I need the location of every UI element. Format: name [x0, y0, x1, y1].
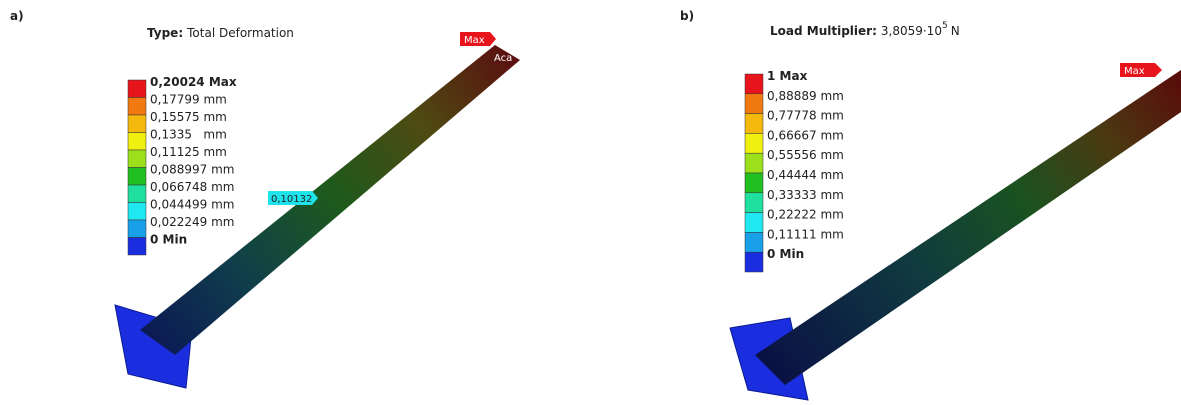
callout: 0,10132 [268, 191, 318, 205]
callout-label: Max [464, 35, 485, 46]
title-bold: Load Multiplier: [770, 24, 877, 38]
legend-label: 0,77778 mm [767, 109, 844, 123]
legend-label: 0,044499 mm [150, 198, 234, 212]
legend-label: 0,15575 mm [150, 110, 227, 124]
legend-label: 0,11111 mm [767, 227, 844, 241]
legend-swatch [128, 150, 146, 168]
legend-swatch [128, 203, 146, 221]
legend-label: 0 Min [767, 247, 804, 261]
legend-swatch [128, 168, 146, 186]
legend-label: 0,088997 mm [150, 163, 234, 177]
title-text: Total Deformation [186, 26, 294, 40]
panel-title: Type:Total Deformation [147, 26, 294, 40]
legend-label: 0,88889 mm [767, 89, 844, 103]
title-unit: N [951, 24, 960, 38]
legend-swatch [128, 98, 146, 116]
legend-swatch [128, 185, 146, 203]
legend-swatch [745, 74, 763, 94]
legend-label: 0,022249 mm [150, 215, 234, 229]
legend-label: 0 Min [150, 233, 187, 247]
legend-swatch [128, 238, 146, 256]
legend-swatch [745, 213, 763, 233]
legend-label: 0,44444 mm [767, 168, 844, 182]
legend-swatch [128, 220, 146, 238]
callout: Max [460, 32, 496, 46]
legend-label: 1 Max [767, 69, 808, 83]
legend-swatch [745, 193, 763, 213]
panel-label: b) [680, 9, 694, 23]
legend-swatch [745, 153, 763, 173]
legend-swatch [745, 114, 763, 134]
legend-swatch [128, 133, 146, 151]
callout-label: Max [1124, 66, 1145, 77]
legend-swatch [128, 115, 146, 133]
legend-swatch [745, 94, 763, 114]
legend-swatch [745, 252, 763, 272]
legend-label: 0,17799 mm [150, 93, 227, 107]
title-sup: 5 [942, 21, 948, 31]
callout-label: Aca [494, 53, 512, 64]
legend-swatch [745, 173, 763, 193]
title-bold: Type: [147, 26, 183, 40]
legend: 0,20024 Max 0,17799 mm 0,15575 mm 0,1335 mm… [128, 75, 237, 255]
legend-label: 0,1335 mm [150, 128, 227, 142]
callout: Max [1120, 63, 1162, 77]
legend-swatch [128, 80, 146, 98]
legend-label: 0,22222 mm [767, 208, 844, 222]
legend-label: 0,11125 mm [150, 145, 227, 159]
legend-label: 0,55556 mm [767, 148, 844, 162]
callout-label: 0,10132 [271, 194, 312, 205]
legend-label: 0,33333 mm [767, 188, 844, 202]
legend-label: 0,66667 mm [767, 128, 844, 142]
title-text: 3,8059·10 [881, 24, 942, 38]
legend: 1 Max 0,88889 mm 0,77778 mm 0,66667 mm 0,555… [745, 69, 844, 272]
figure: a) Type:Total Deformation 0,20024 Max 0,1… [0, 0, 1181, 405]
legend-swatch [745, 133, 763, 153]
legend-label: 0,20024 Max [150, 75, 237, 89]
panel-label: a) [10, 9, 24, 23]
legend-label: 0,066748 mm [150, 180, 234, 194]
legend-swatch [745, 232, 763, 252]
